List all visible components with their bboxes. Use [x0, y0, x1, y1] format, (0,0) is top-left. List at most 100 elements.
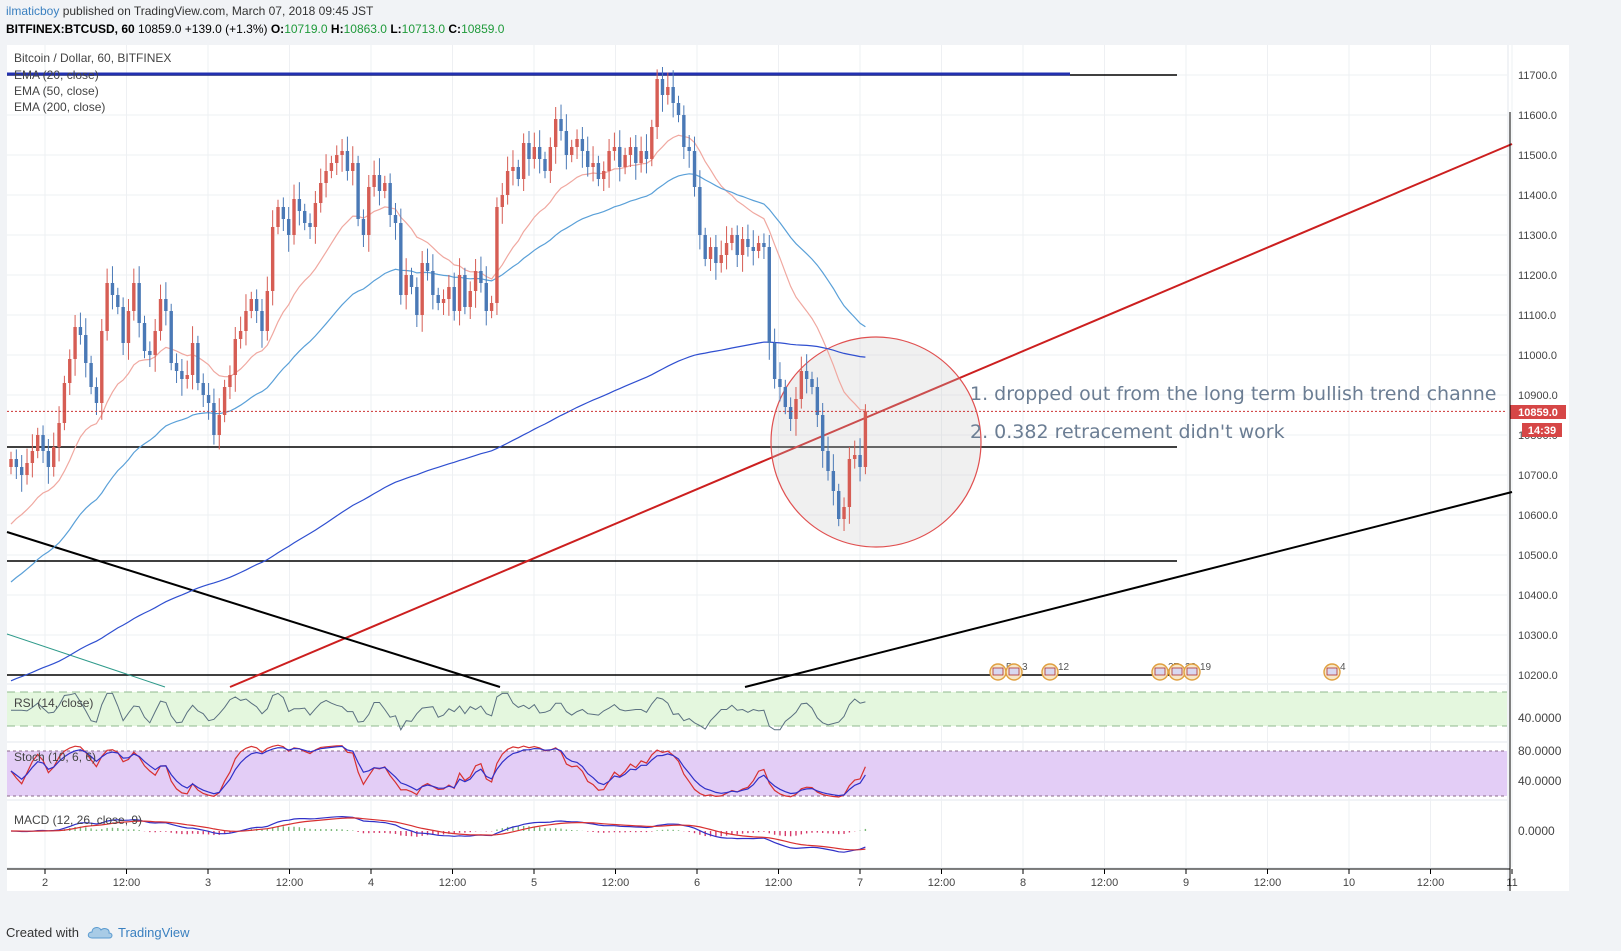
event-count-label: 12 [1058, 662, 1070, 673]
bullish-trend-line [229, 143, 1513, 688]
candle-body [484, 283, 488, 311]
candle-body [425, 263, 430, 271]
close-label: C: [448, 22, 462, 36]
macd-signal-line [11, 817, 866, 851]
high-value: 10863.0 [343, 22, 387, 36]
candle-body [553, 119, 558, 147]
candle-body [799, 371, 804, 399]
candle-body [724, 243, 729, 255]
symbol-info: BITFINEX:BTCUSD, 60 10859.0 +139.0 (+1.3… [6, 22, 504, 36]
tradingview-brand-link[interactable]: TradingView [118, 925, 190, 940]
candle-body [68, 359, 72, 383]
candle-body [489, 303, 494, 311]
candle-body [623, 155, 627, 167]
open-label: O: [270, 22, 285, 36]
candle-body [196, 343, 200, 383]
candle-body [628, 147, 633, 155]
candle-body [468, 291, 472, 307]
x-tick-label: 7 [857, 877, 863, 889]
x-tick-label: 6 [694, 877, 700, 889]
candle-body [270, 227, 275, 291]
event-count-label: 3 [1022, 662, 1028, 673]
annotation-trend-channel: 1. dropped out from the long term bullis… [970, 383, 1497, 405]
candle-body [14, 459, 19, 467]
legend-ema200: EMA (200, close) [14, 100, 105, 114]
us-flag-icon [1326, 667, 1338, 676]
macd-line [10, 815, 866, 853]
candle-body [276, 207, 280, 227]
candle-body [116, 295, 120, 307]
candle-body [634, 147, 638, 163]
us-flag-icon [1171, 667, 1183, 676]
candle-body [479, 271, 483, 283]
candle-body [682, 115, 686, 147]
author-link[interactable]: ilmaticboy [6, 4, 60, 18]
us-flag-icon [1186, 667, 1198, 676]
candle-body [73, 327, 77, 359]
candle-body [110, 283, 115, 295]
candle-body [655, 79, 659, 127]
candle-body [815, 387, 820, 415]
x-tick-label: 12:00 [1417, 877, 1445, 889]
candle-body [89, 363, 93, 387]
legend-ema20: EMA (20, close) [14, 68, 99, 82]
candle-body [586, 151, 590, 167]
x-tick-label: 12:00 [928, 877, 956, 889]
candle-body [511, 167, 515, 171]
event-count-label: 19 [1200, 662, 1212, 673]
x-tick-label: 12:00 [602, 877, 630, 889]
candle-body [158, 299, 163, 331]
candle-body [372, 175, 376, 187]
candle-body [666, 87, 670, 95]
ema20-line [10, 134, 866, 525]
x-tick-label: 9 [1183, 877, 1189, 889]
candle-body [57, 423, 61, 447]
candle-body [286, 219, 291, 235]
candle-body [265, 291, 270, 331]
candle-body [650, 127, 654, 159]
candle-body [837, 491, 841, 519]
y-tick-label: 11300.0 [1518, 230, 1557, 242]
candle-body [19, 467, 24, 475]
candle-body [618, 147, 622, 167]
open-value: 10719.0 [284, 22, 328, 36]
x-tick-label: 12:00 [765, 877, 793, 889]
candle-body [217, 415, 221, 435]
candle-body [190, 343, 195, 375]
macd-label: MACD (12, 26, close, 9) [14, 813, 142, 827]
candle-body [9, 459, 13, 467]
candle-body [847, 459, 852, 507]
candle-body [612, 147, 617, 151]
x-tick-label: 3 [205, 877, 211, 889]
y-tick-label: 11700.0 [1518, 70, 1557, 82]
candle-body [639, 151, 643, 163]
x-tick-label: 10 [1343, 877, 1355, 889]
candle-body [201, 383, 205, 395]
candle-body [740, 239, 745, 255]
symbol-name: BITFINEX:BTCUSD, 60 [6, 22, 135, 36]
candle-body [473, 271, 478, 291]
candle-body [324, 171, 328, 183]
candle-body [756, 243, 761, 251]
publish-info: ilmaticboy published on TradingView.com,… [6, 4, 373, 18]
y-tick-label: 11100.0 [1518, 310, 1556, 322]
us-flag-icon [1008, 667, 1020, 676]
candle-body [303, 211, 307, 223]
candle-body [863, 411, 868, 467]
candle-body [308, 223, 312, 227]
stoch-d-line [10, 745, 866, 797]
price-change: +139.0 (+1.3%) [184, 22, 268, 36]
candle-body [399, 223, 403, 295]
candle-body [356, 163, 360, 219]
candle-body [516, 167, 520, 179]
y-tick-label: 11600.0 [1518, 110, 1557, 122]
footer: Created with TradingView [0, 915, 1621, 951]
candle-body [564, 131, 569, 155]
us-flag-icon [1044, 667, 1056, 676]
candlestick-chart[interactable]: 11700.0 11600.0 11500.0 11400.0 11300.0 11200… [0, 42, 1621, 915]
candle-body [148, 351, 152, 355]
candle-body [559, 119, 563, 131]
candle-body [100, 331, 104, 403]
publish-header: ilmaticboy published on TradingView.com,… [0, 0, 1621, 42]
candle-body [810, 379, 814, 387]
